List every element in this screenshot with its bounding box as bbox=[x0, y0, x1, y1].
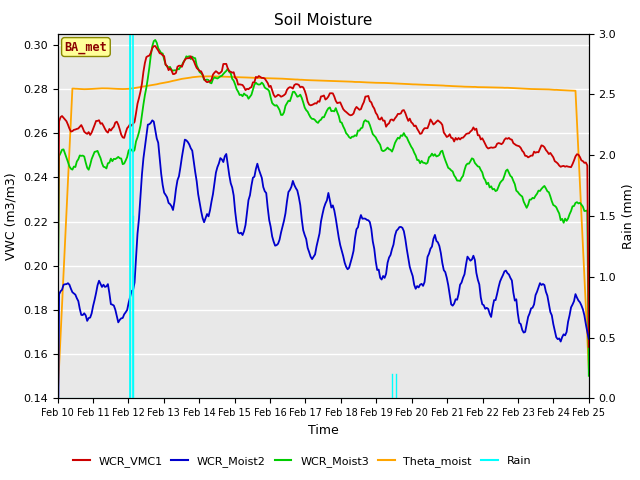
Theta_moist bbox=[54, 395, 61, 401]
WCR_Moist2 bbox=[557, 339, 564, 345]
Line: WCR_Moist3: WCR_Moist3 bbox=[58, 40, 589, 376]
Theta_moist bbox=[204, 73, 211, 79]
WCR_Moist2 bbox=[214, 164, 221, 170]
Theta_moist bbox=[240, 74, 248, 80]
Text: BA_met: BA_met bbox=[65, 40, 108, 54]
Y-axis label: VWC (m3/m3): VWC (m3/m3) bbox=[4, 172, 17, 260]
WCR_Moist3 bbox=[287, 94, 295, 100]
WCR_Moist3 bbox=[557, 217, 564, 223]
Theta_moist bbox=[231, 74, 239, 80]
WCR_VMC1 bbox=[240, 84, 248, 90]
WCR_VMC1 bbox=[231, 75, 239, 81]
WCR_VMC1 bbox=[214, 70, 221, 75]
WCR_Moist3 bbox=[152, 37, 159, 43]
Line: WCR_Moist2: WCR_Moist2 bbox=[58, 120, 589, 480]
WCR_VMC1 bbox=[287, 84, 295, 90]
Theta_moist bbox=[287, 76, 295, 82]
WCR_Moist2 bbox=[585, 336, 593, 342]
WCR_Moist3 bbox=[54, 337, 61, 343]
Line: Theta_moist: Theta_moist bbox=[58, 76, 589, 398]
WCR_VMC1 bbox=[54, 315, 61, 321]
WCR_Moist3 bbox=[240, 91, 248, 96]
WCR_Moist2 bbox=[287, 184, 295, 190]
Theta_moist bbox=[585, 366, 593, 372]
WCR_VMC1 bbox=[119, 134, 127, 140]
WCR_VMC1 bbox=[152, 43, 159, 49]
WCR_VMC1 bbox=[557, 164, 564, 169]
Y-axis label: Rain (mm): Rain (mm) bbox=[622, 183, 635, 249]
WCR_Moist3 bbox=[119, 161, 127, 167]
X-axis label: Time: Time bbox=[308, 424, 339, 437]
Title: Soil Moisture: Soil Moisture bbox=[274, 13, 372, 28]
WCR_Moist2 bbox=[240, 228, 248, 234]
WCR_VMC1 bbox=[585, 344, 593, 350]
WCR_Moist3 bbox=[231, 82, 239, 87]
WCR_Moist2 bbox=[148, 118, 156, 123]
WCR_Moist2 bbox=[231, 209, 239, 215]
WCR_Moist3 bbox=[585, 373, 593, 379]
Theta_moist bbox=[119, 86, 127, 92]
WCR_Moist2 bbox=[119, 315, 127, 321]
Legend: WCR_VMC1, WCR_Moist2, WCR_Moist3, Theta_moist, Rain: WCR_VMC1, WCR_Moist2, WCR_Moist3, Theta_… bbox=[68, 451, 536, 471]
Line: WCR_VMC1: WCR_VMC1 bbox=[58, 46, 589, 347]
Theta_moist bbox=[214, 73, 221, 79]
WCR_Moist3 bbox=[214, 76, 221, 82]
Theta_moist bbox=[557, 87, 564, 93]
